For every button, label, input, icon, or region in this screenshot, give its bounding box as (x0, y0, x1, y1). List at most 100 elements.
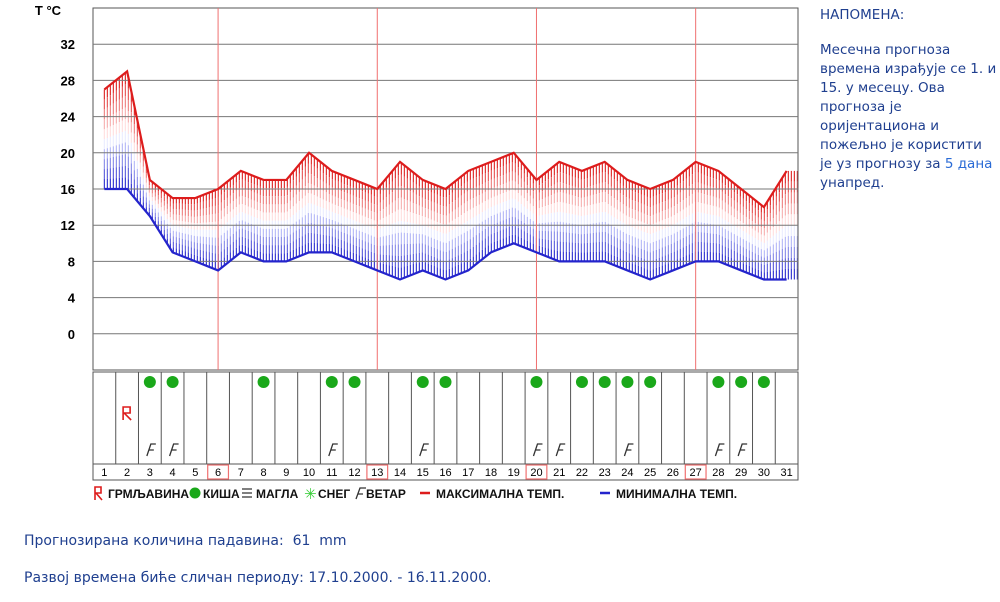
note-text-before: Месечна прогноза времена израђује се 1. … (820, 42, 997, 172)
y-tick-label: 4 (68, 291, 76, 306)
day-label: 23 (599, 467, 611, 479)
note-title: НАПОМЕНА: (820, 7, 905, 23)
legend-max-temp: МАКСИМАЛНА ТЕМП. (436, 487, 564, 501)
wind-icon (328, 443, 338, 457)
y-axis-label: T °C (35, 3, 62, 18)
day-label: 7 (238, 467, 244, 479)
precipitation-line: Прогнозирана количина падавина: 61 mm (24, 533, 347, 549)
day-label: 20 (530, 467, 542, 479)
legend-fog: МАГЛА (256, 487, 299, 501)
day-label: 30 (758, 467, 770, 479)
day-label: 3 (147, 467, 153, 479)
fog-icon (242, 488, 252, 498)
y-tick-label: 32 (61, 37, 75, 52)
rain-icon (757, 376, 770, 388)
legend-snow: СНЕГ (318, 487, 350, 501)
precipitation-unit: mm (319, 533, 347, 549)
rain-icon (143, 376, 156, 388)
rain-icon (439, 376, 452, 388)
day-label: 8 (261, 467, 267, 479)
day-label: 12 (348, 467, 360, 479)
day-label: 22 (576, 467, 588, 479)
wind-icon (623, 443, 634, 457)
snow-icon: ✳ (304, 485, 317, 503)
legend: ГРМЉАВИНА КИША МАГЛА ✳ СНЕГ ВЕТАР МАКСИМАЛНА Т… (94, 485, 737, 503)
day-label: 24 (621, 467, 633, 479)
y-axis-ticks: 0 4 8 12 16 20 24 28 32 (61, 37, 76, 342)
wind-icon (532, 443, 543, 457)
legend-min-temp: МИНИМАЛНА ТЕМП. (616, 487, 737, 501)
rain-icon (575, 376, 588, 388)
day-marker-box (525, 464, 548, 480)
day-label: 2 (124, 467, 130, 479)
day-label: 16 (439, 467, 451, 479)
y-tick-label: 0 (68, 327, 75, 342)
day-label: 15 (417, 467, 429, 479)
day-label: 14 (394, 467, 406, 479)
legend-thunder: ГРМЉАВИНА (108, 487, 189, 501)
y-tick-label: 20 (61, 146, 75, 161)
day-label: 28 (712, 467, 724, 479)
day-marker-box (207, 464, 230, 480)
day-label: 10 (303, 467, 315, 479)
day-label: 17 (462, 467, 474, 479)
day-label: 11 (326, 467, 337, 479)
temperature-gradient-fill (103, 72, 798, 280)
note-text: Месечна прогноза времена израђује се 1. … (820, 41, 998, 193)
day-label: 13 (371, 467, 383, 479)
legend-wind: ВЕТАР (366, 487, 406, 501)
precipitation-value: 61 (292, 533, 311, 549)
rain-icon (166, 376, 179, 388)
rain-icon (712, 376, 725, 388)
events-frame (92, 371, 799, 481)
day-label: 9 (283, 467, 289, 479)
wind-icon (146, 443, 156, 457)
max-temp-line (103, 69, 788, 209)
y-tick-label: 24 (61, 110, 76, 125)
day-label: 18 (485, 467, 497, 479)
min-temp-line (104, 187, 787, 281)
rain-icon (257, 376, 270, 388)
rain-icon (189, 487, 201, 499)
y-tick-label: 28 (61, 73, 75, 88)
legend-rain: КИША (203, 487, 240, 501)
rain-icon (735, 376, 748, 388)
wind-icon (714, 443, 725, 457)
rain-icon (621, 376, 634, 388)
day-label: 26 (667, 467, 679, 479)
note-text-after: унапред. (820, 175, 885, 191)
day-label: 27 (690, 467, 702, 479)
wind-icon (555, 443, 566, 457)
analog-value: 17.10.2000. - 16.11.2000. (308, 570, 492, 586)
thunder-icon (94, 486, 103, 501)
precipitation-label: Прогнозирана количина падавина: (24, 533, 284, 549)
day-label: 6 (215, 467, 221, 479)
day-label: 29 (735, 467, 747, 479)
y-tick-label: 8 (68, 254, 75, 269)
day-marker-box (366, 464, 389, 480)
day-label: 25 (644, 467, 656, 479)
wind-icon (737, 443, 748, 457)
day-label: 19 (508, 467, 520, 479)
rain-icon (348, 376, 361, 388)
rain-icon (644, 376, 657, 388)
weather-events-panel: 1 2 3 4 5 6 7 8 9 10 11 12 13 14 15 16 17 18 19 20 21 22 23 24 2… (92, 371, 799, 481)
wind-icon (168, 443, 179, 457)
wind-icon (355, 487, 366, 500)
day-label: 21 (553, 467, 565, 479)
rain-icon (598, 376, 611, 388)
rain-icon (416, 376, 429, 388)
day-label: 31 (781, 467, 793, 479)
rain-icon (325, 376, 338, 388)
thunder-icon (122, 406, 132, 421)
note-panel: НАПОМЕНА: Месечна прогноза времена израђ… (820, 6, 998, 193)
temperature-lines (103, 69, 788, 281)
y-tick-label: 16 (61, 182, 75, 197)
rain-icon (530, 376, 543, 388)
day-label: 1 (101, 467, 107, 479)
analog-period-line: Развој времена биће сличан периоду: 17.1… (24, 570, 491, 586)
five-day-forecast-link[interactable]: 5 дана (944, 156, 993, 172)
day-label: 5 (192, 467, 198, 479)
wind-icon (419, 443, 429, 457)
analog-label: Развој времена биће сличан периоду: (24, 570, 304, 586)
